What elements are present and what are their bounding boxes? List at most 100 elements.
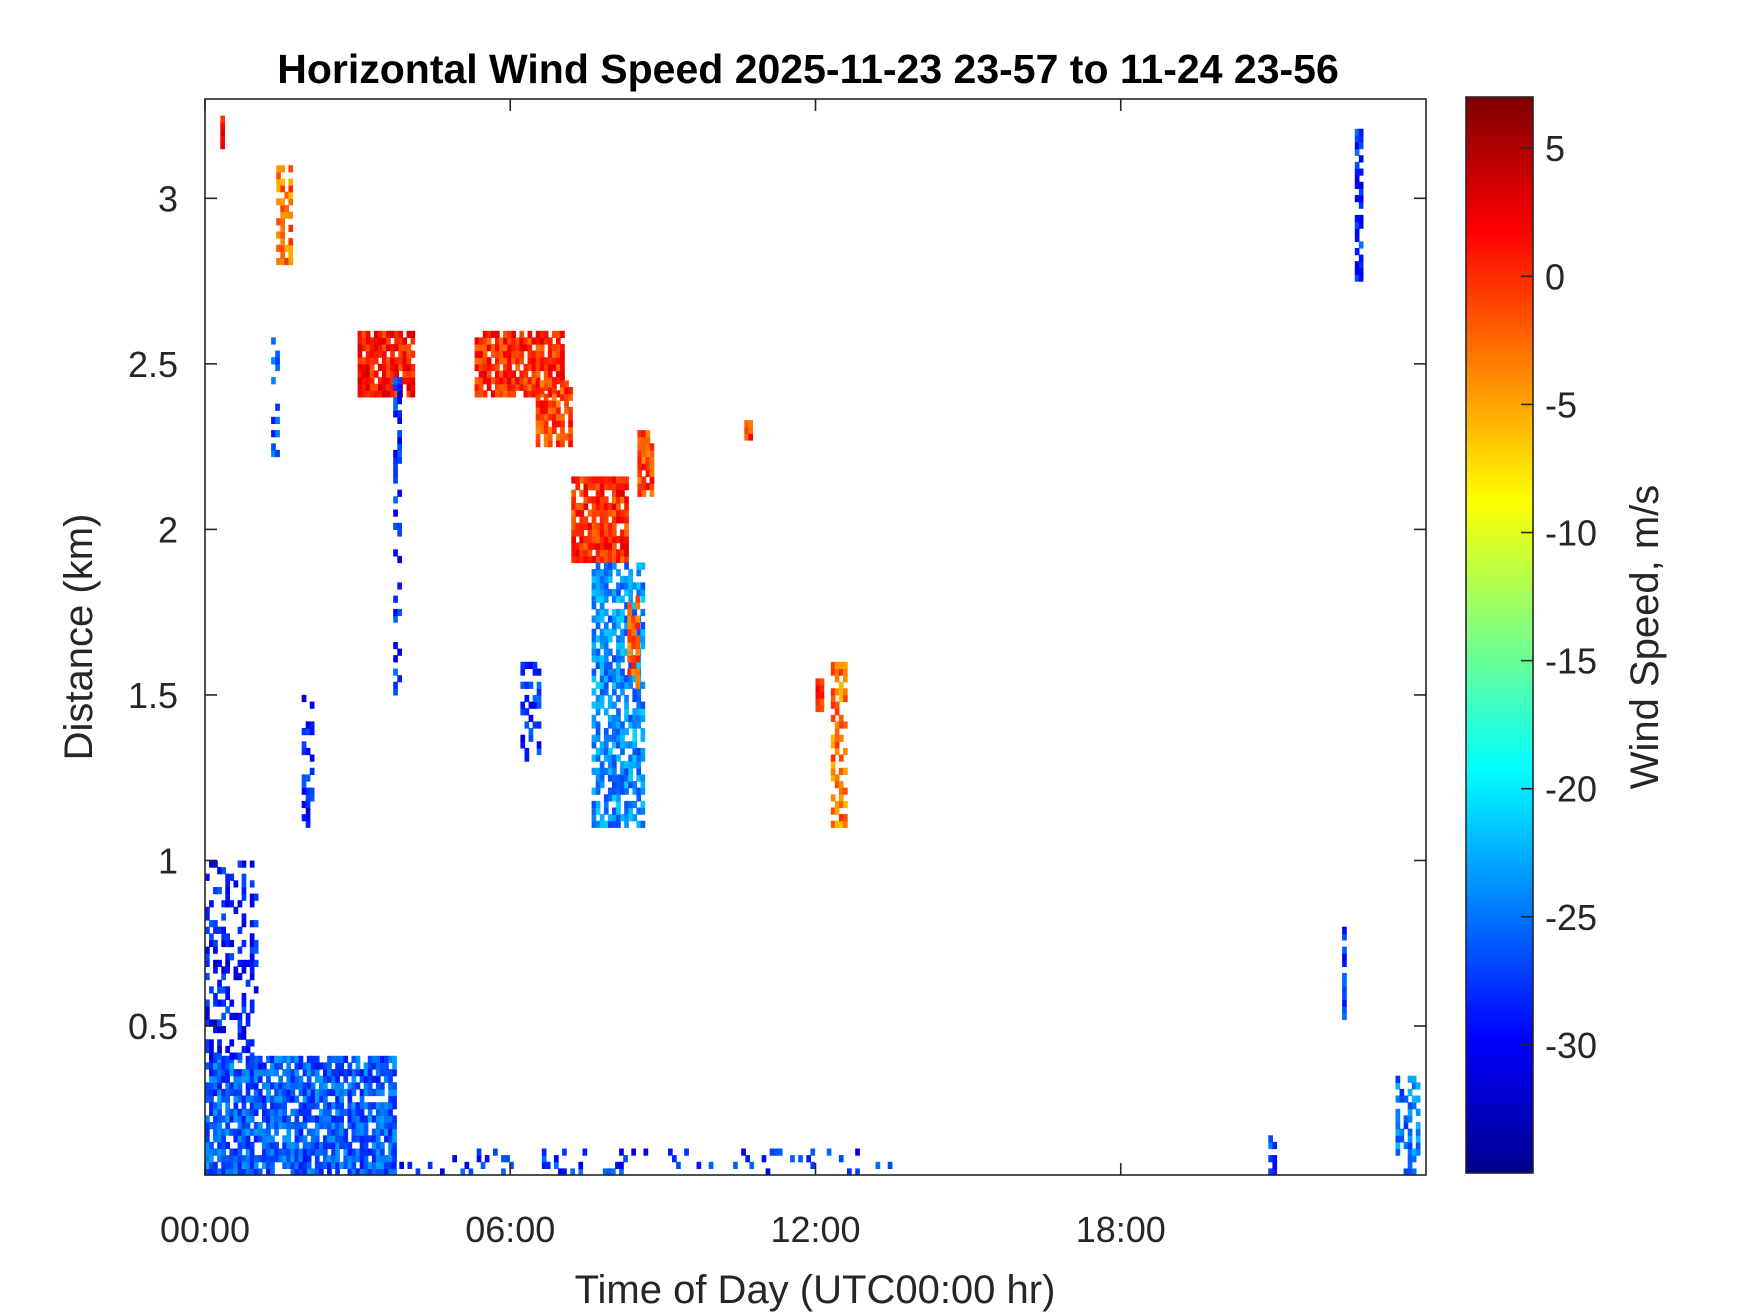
heatmap-cell [406, 377, 412, 385]
heatmap-cell [335, 1062, 340, 1070]
heatmap-cell [511, 350, 516, 358]
heatmap-cell [357, 350, 363, 358]
heatmap-cell [545, 1161, 551, 1169]
heatmap-cell [620, 595, 625, 603]
heatmap-cell [560, 330, 565, 338]
heatmap-cell [579, 476, 585, 484]
heatmap-cell [478, 363, 484, 372]
heatmap-cell [635, 681, 641, 689]
heatmap-cell [323, 1115, 328, 1123]
heatmap-cell [249, 966, 255, 974]
heatmap-cell [603, 562, 609, 570]
heatmap-cell [213, 1088, 218, 1097]
heatmap-cell [359, 1128, 365, 1136]
heatmap-cell [532, 694, 538, 703]
heatmap-cell [591, 615, 597, 623]
heatmap-cell [225, 1082, 230, 1090]
heatmap-cell [397, 522, 402, 530]
heatmap-cell [749, 1161, 755, 1169]
heatmap-cell [552, 330, 557, 338]
heatmap-cell [361, 357, 367, 365]
heatmap-cell [493, 1148, 498, 1156]
heatmap-cell [369, 363, 375, 372]
heatmap-cell [288, 224, 294, 232]
heatmap-cell [595, 767, 601, 775]
heatmap-cell [309, 721, 315, 729]
heatmap-cell [382, 337, 387, 345]
heatmap-cell [323, 1062, 328, 1070]
heatmap-cell [310, 1069, 316, 1077]
heatmap-cell [1354, 168, 1360, 176]
heatmap-cell [632, 800, 638, 809]
heatmap-cell [327, 1075, 332, 1083]
heatmap-cell [607, 694, 613, 703]
heatmap-cell [249, 1006, 255, 1014]
heatmap-cell [205, 1095, 210, 1103]
heatmap-cell [373, 350, 379, 358]
heatmap-cell [649, 489, 655, 497]
heatmap-cell [386, 390, 391, 398]
heatmap-cell [838, 754, 844, 762]
heatmap-cell [535, 363, 541, 372]
heatmap-cell [394, 357, 399, 365]
heatmap-cell [205, 1062, 210, 1070]
heatmap-cell [378, 344, 383, 352]
heatmap-cell [225, 1115, 230, 1123]
heatmap-cell [274, 1115, 279, 1123]
heatmap-cell [583, 476, 589, 484]
heatmap-cell [599, 814, 605, 822]
heatmap-cell [1407, 1161, 1413, 1169]
heatmap-cell [388, 1075, 393, 1083]
heatmap-cell [1358, 195, 1364, 203]
heatmap-cell [213, 1135, 218, 1143]
heatmap-cell [298, 1075, 304, 1083]
heatmap-cell [237, 1032, 243, 1040]
heatmap-cell [357, 344, 363, 352]
heatmap-cell [595, 807, 601, 815]
heatmap-cell [616, 608, 621, 617]
heatmap-cell [298, 1148, 304, 1156]
heatmap-cell [1268, 1135, 1273, 1143]
heatmap-cell [302, 1135, 308, 1143]
heatmap-cell [237, 1155, 243, 1163]
heatmap-cell [323, 1122, 328, 1130]
colorbar-tick-label: 0 [1545, 256, 1565, 297]
heatmap-cell [286, 1141, 292, 1150]
heatmap-cell [1403, 1168, 1409, 1176]
heatmap-cell [217, 959, 222, 967]
heatmap-cell [241, 873, 247, 881]
heatmap-cell [365, 337, 371, 345]
heatmap-cell [373, 390, 379, 398]
heatmap-cell [1354, 161, 1360, 170]
heatmap-cell [575, 555, 581, 564]
heatmap-cell [603, 648, 609, 656]
heatmap-cell [575, 529, 581, 537]
heatmap-cell [335, 1148, 340, 1156]
heatmap-cell [843, 800, 848, 809]
heatmap-cell [347, 1088, 353, 1097]
heatmap-cell [599, 529, 605, 537]
heatmap-cell [225, 887, 230, 895]
heatmap-cell [587, 483, 593, 491]
heatmap-cell [603, 582, 609, 590]
heatmap-cell [624, 542, 629, 550]
heatmap-cell [532, 661, 538, 669]
heatmap-cell [838, 781, 844, 789]
heatmap-cell [464, 1161, 470, 1169]
heatmap-cell [499, 383, 504, 391]
heatmap-cell [519, 330, 525, 338]
heatmap-cell [806, 1155, 811, 1163]
heatmap-cell [249, 1102, 255, 1110]
heatmap-cell [499, 357, 504, 365]
heatmap-cell [620, 608, 625, 617]
heatmap-cell [359, 1088, 365, 1097]
heatmap-cell [282, 1095, 287, 1103]
heatmap-cell [627, 655, 632, 663]
heatmap-cell [310, 1135, 316, 1143]
heatmap-cell [635, 648, 641, 656]
heatmap-cell [623, 1155, 628, 1163]
heatmap-cell [339, 1115, 344, 1123]
heatmap-cell [209, 1045, 214, 1054]
heatmap-cell [388, 1155, 393, 1163]
heatmap-cell [616, 794, 621, 802]
